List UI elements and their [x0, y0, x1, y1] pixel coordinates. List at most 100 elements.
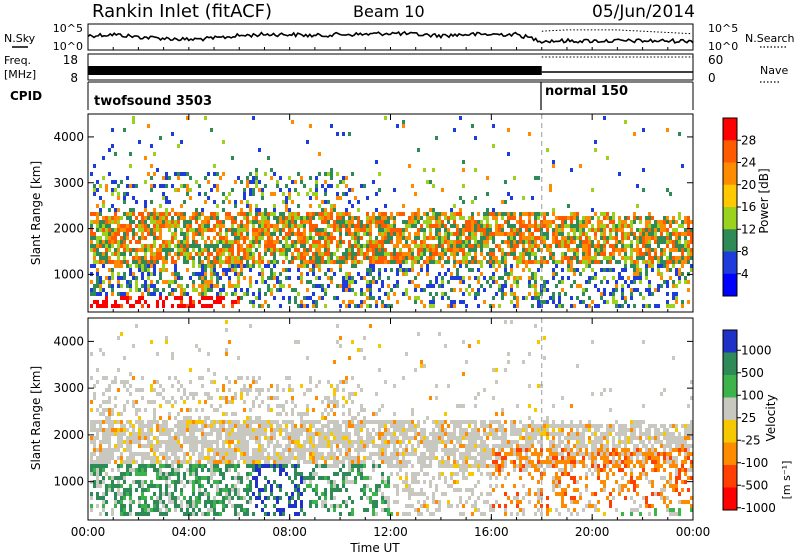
- power-cell: [486, 232, 489, 236]
- velocity-cell: [195, 464, 198, 468]
- power-cell: [555, 244, 558, 248]
- power-cell: [642, 188, 645, 192]
- power-cell: [207, 220, 210, 224]
- power-cell: [432, 256, 435, 260]
- power-cell: [96, 252, 99, 256]
- power-cell: [249, 212, 252, 216]
- velocity-cell: [141, 496, 144, 500]
- power-cell: [225, 256, 228, 260]
- velocity-cell: [183, 432, 186, 436]
- power-cell: [252, 228, 255, 232]
- power-cell: [648, 240, 651, 244]
- power-cell: [279, 272, 282, 276]
- power-cell: [645, 248, 648, 252]
- power-cell: [249, 240, 252, 244]
- power-cell: [162, 216, 165, 220]
- power-cell: [102, 240, 105, 244]
- power-cell: [615, 228, 618, 232]
- power-cell: [459, 288, 462, 292]
- velocity-cell: [276, 464, 279, 468]
- power-cell: [603, 256, 606, 260]
- velocity-cell: [225, 456, 228, 460]
- power-cell: [552, 236, 555, 240]
- velocity-cell: [222, 424, 225, 428]
- power-cell: [633, 280, 636, 284]
- velocity-cell: [252, 404, 255, 408]
- power-cell: [228, 284, 231, 288]
- power-cell: [219, 236, 222, 240]
- power-cell: [657, 268, 660, 272]
- power-cell: [222, 244, 225, 248]
- power-cell: [444, 248, 447, 252]
- velocity-cell: [345, 376, 348, 380]
- power-cell: [192, 264, 195, 268]
- power-cell: [618, 172, 621, 176]
- velocity-cell: [216, 492, 219, 496]
- power-cell: [369, 288, 372, 292]
- power-cell: [516, 300, 519, 304]
- power-cell: [525, 264, 528, 268]
- power-cell: [423, 252, 426, 256]
- power-cell: [582, 228, 585, 232]
- velocity-cell: [171, 460, 174, 464]
- power-cell: [144, 252, 147, 256]
- velocity-cell: [225, 496, 228, 500]
- velocity-cell: [297, 428, 300, 432]
- velocity-cell: [99, 480, 102, 484]
- power-cell: [303, 228, 306, 232]
- velocity-cell: [348, 396, 351, 400]
- power-cell: [492, 304, 495, 308]
- power-cell: [585, 256, 588, 260]
- power-cell: [432, 284, 435, 288]
- power-cell: [246, 216, 249, 220]
- power-cell: [453, 252, 456, 256]
- velocity-cell: [204, 400, 207, 404]
- power-cell: [660, 232, 663, 236]
- power-cell: [402, 252, 405, 256]
- power-cell: [117, 284, 120, 288]
- velocity-cell: [318, 432, 321, 436]
- power-cell: [654, 240, 657, 244]
- velocity-cell: [162, 420, 165, 424]
- power-cell: [276, 184, 279, 188]
- power-cell: [582, 244, 585, 248]
- power-cell: [651, 216, 654, 220]
- power-cell: [396, 280, 399, 284]
- power-cell: [246, 260, 249, 264]
- velocity-cell: [258, 496, 261, 500]
- velocity-cell: [186, 512, 189, 516]
- power-cell: [621, 236, 624, 240]
- power-cell: [156, 248, 159, 252]
- power-cell: [315, 192, 318, 196]
- velocity-cell: [225, 464, 228, 468]
- power-cell: [126, 244, 129, 248]
- velocity-cell: [303, 456, 306, 460]
- power-cell: [123, 240, 126, 244]
- power-cell: [342, 252, 345, 256]
- power-cell: [330, 280, 333, 284]
- power-cell: [450, 208, 453, 212]
- power-cell: [234, 216, 237, 220]
- velocity-cell: [201, 436, 204, 440]
- power-cell: [237, 276, 240, 280]
- power-cell: [252, 240, 255, 244]
- velocity-cell: [99, 348, 102, 352]
- power-cell: [300, 252, 303, 256]
- velocity-cell: [348, 432, 351, 436]
- power-cell: [630, 228, 633, 232]
- power-cell: [504, 260, 507, 264]
- velocity-cell: [108, 484, 111, 488]
- velocity-cell: [201, 448, 204, 452]
- velocity-cell: [282, 448, 285, 452]
- velocity-cell: [210, 484, 213, 488]
- power-cell: [147, 292, 150, 296]
- power-cell: [567, 264, 570, 268]
- power-cell: [261, 256, 264, 260]
- velocity-cell: [258, 472, 261, 476]
- velocity-cell: [105, 440, 108, 444]
- power-cell: [141, 264, 144, 268]
- velocity-cell: [153, 508, 156, 512]
- power-cell: [258, 272, 261, 276]
- power-cell: [123, 192, 126, 196]
- velocity-cell: [177, 436, 180, 440]
